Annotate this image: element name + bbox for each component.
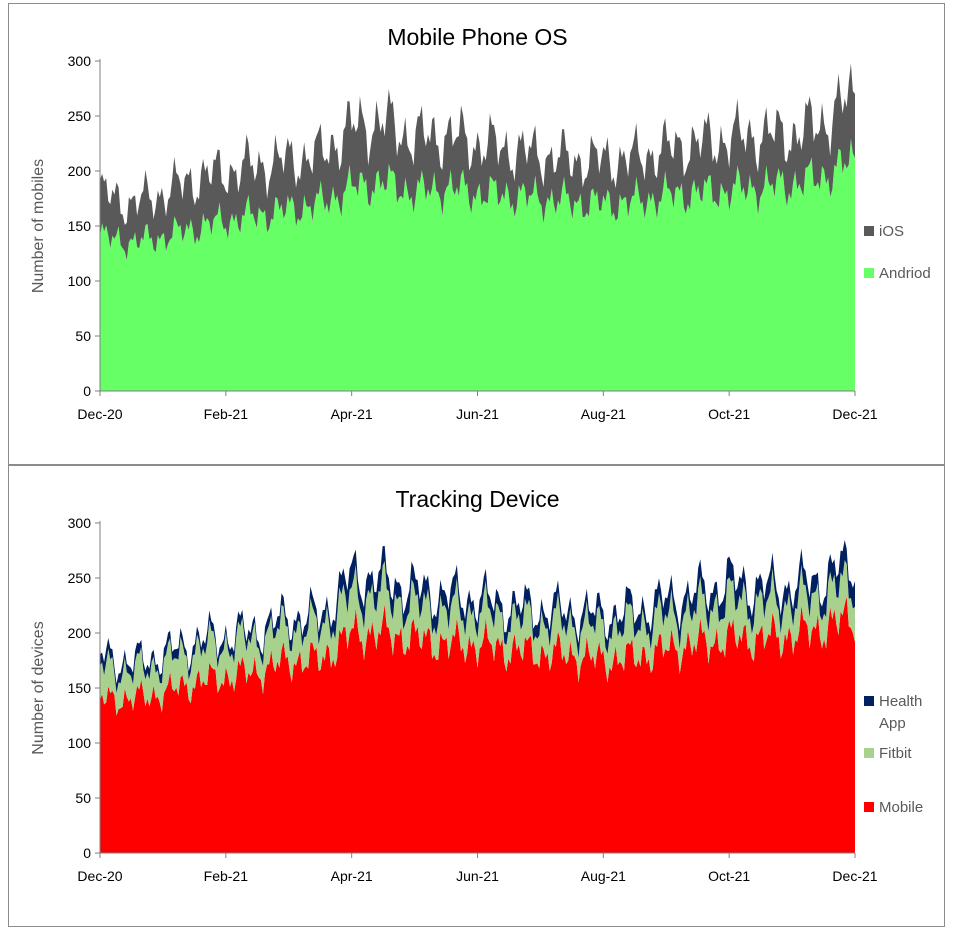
tracking-device-chart: Tracking Device Number of devices 0 50 100 15…: [9, 466, 946, 928]
y-tick-label: 300: [68, 515, 92, 531]
mobile-os-chart: Mobile Phone OS Number of mobiles 0 50 100 15…: [9, 4, 946, 466]
y-tick-label: 250: [68, 570, 92, 586]
y-tick-label: 50: [75, 328, 91, 344]
y-tick-label: 100: [68, 273, 92, 289]
legend-label-fitbit: Fitbit: [879, 745, 912, 762]
x-tick-label: Oct-21: [708, 406, 750, 422]
legend-swatch-health-app: [864, 696, 874, 706]
y-tick-label: 200: [68, 163, 92, 179]
y-tick-label: 150: [68, 218, 92, 234]
y-axis-label: Number of mobiles: [30, 159, 47, 293]
x-tick-label: Aug-21: [581, 868, 626, 884]
legend-label-andriod: Andriod: [879, 265, 931, 282]
y-tick-label: 100: [68, 735, 92, 751]
x-tick-label: Dec-20: [77, 868, 122, 884]
chart-panel-mobile-os: Mobile Phone OS Number of mobiles 0 50 100 15…: [8, 3, 945, 465]
legend-swatch-andriod: [864, 268, 874, 278]
y-tick-label: 250: [68, 108, 92, 124]
y-tick-label: 0: [83, 845, 91, 861]
x-tick-label: Dec-20: [77, 406, 122, 422]
x-tick-label: Apr-21: [331, 868, 373, 884]
chart-title: Mobile Phone OS: [387, 24, 567, 50]
x-tick-label: Feb-21: [204, 868, 249, 884]
x-tick-label: Aug-21: [581, 406, 626, 422]
y-tick-label: 50: [75, 790, 91, 806]
legend-swatch-mobile: [864, 802, 874, 812]
legend-swatch-ios: [864, 226, 874, 236]
chart-panel-tracking-device: Tracking Device Number of devices 0 50 100 15…: [8, 465, 945, 927]
y-tick-label: 0: [83, 383, 91, 399]
legend-label-ios: iOS: [879, 223, 904, 240]
legend-label-health-app: Health App: [879, 693, 922, 732]
x-tick-label: Feb-21: [204, 406, 249, 422]
y-tick-label: 150: [68, 680, 92, 696]
y-tick-label: 200: [68, 625, 92, 641]
x-tick-label: Dec-21: [832, 868, 877, 884]
x-tick-label: Apr-21: [331, 406, 373, 422]
x-tick-label: Dec-21: [832, 406, 877, 422]
y-axis-label: Number of devices: [30, 621, 47, 754]
x-tick-label: Oct-21: [708, 868, 750, 884]
legend-swatch-fitbit: [864, 748, 874, 758]
legend-label-mobile: Mobile: [879, 799, 923, 816]
y-tick-label: 300: [68, 53, 92, 69]
x-tick-label: Jun-21: [456, 406, 499, 422]
chart-title: Tracking Device: [395, 486, 559, 512]
x-tick-label: Jun-21: [456, 868, 499, 884]
